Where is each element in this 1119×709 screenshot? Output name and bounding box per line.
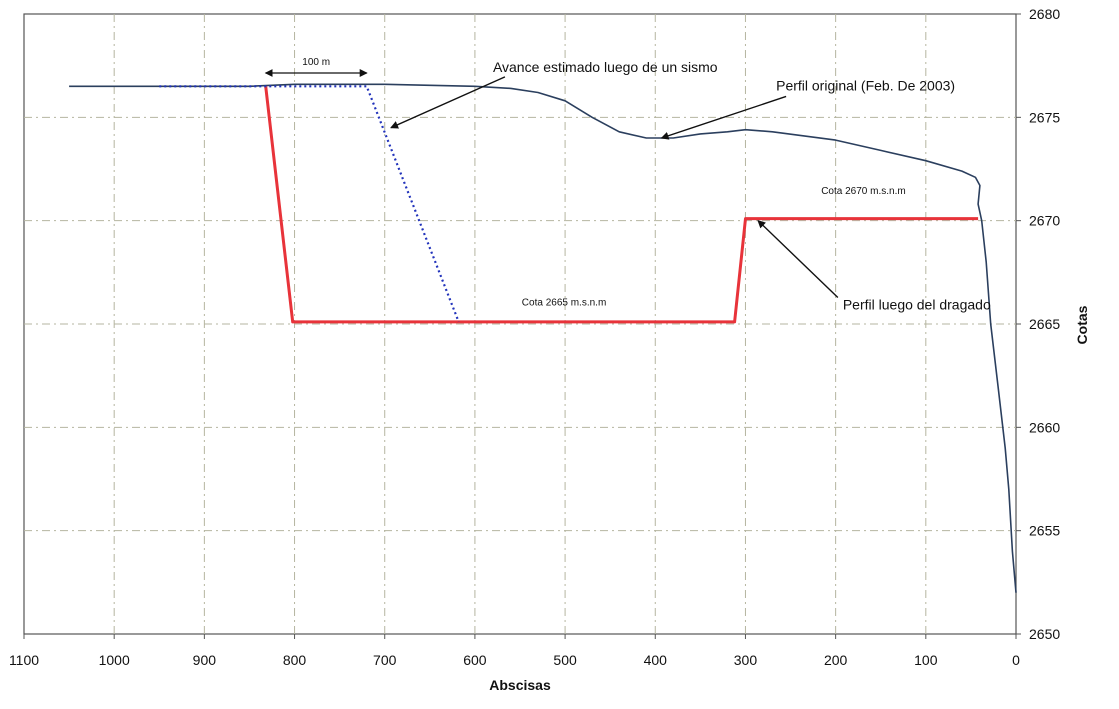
- x-tick-label: 1100: [9, 652, 39, 668]
- x-tick-label: 700: [373, 652, 397, 668]
- series-avance-sismo: [159, 85, 460, 323]
- label-perfil-original: Perfil original (Feb. De 2003): [776, 77, 955, 93]
- x-axis-title: Abscisas: [489, 677, 551, 693]
- y-tick-label: 2680: [1029, 6, 1060, 22]
- x-tick-labels: 1100 1000 900 800 700 600 500 400 300 200 100 0: [9, 652, 1020, 668]
- x-tick-label: 900: [193, 652, 217, 668]
- y-tick-label: 2660: [1029, 419, 1060, 435]
- x-tick-label: 500: [553, 652, 577, 668]
- label-cota-2665: Cota 2665 m.s.n.m: [522, 297, 606, 308]
- label-perfil-dragado: Perfil luego del dragado: [843, 297, 991, 313]
- label-cota-2670: Cota 2670 m.s.n.m: [821, 186, 905, 197]
- label-avance-sismo-arrow: [390, 76, 506, 129]
- annotations-layer: 100 m Avance estimado luego de un sismo Pe…: [264, 57, 991, 313]
- y-tick-label: 2655: [1029, 523, 1060, 539]
- series-perfil-dragado: [264, 86, 979, 324]
- label-perfil-original-arrow: [660, 95, 787, 140]
- x-tick-label: 0: [1012, 652, 1020, 668]
- x-tick-label: 200: [824, 652, 848, 668]
- y-tick-label: 2675: [1029, 109, 1060, 125]
- y-tick-labels: 2650 2655 2660 2665 2670 2675 2680: [1029, 6, 1060, 642]
- series-layer: [69, 83, 1017, 593]
- label-avance-sismo: Avance estimado luego de un sismo: [493, 59, 718, 75]
- y-tick-label: 2650: [1029, 626, 1060, 642]
- series-perfil-original: [69, 83, 1017, 593]
- x-tick-label: 800: [283, 652, 307, 668]
- x-tick-label: 400: [644, 652, 668, 668]
- y-axis-title: Cotas: [1074, 305, 1090, 344]
- dimension-100m-label: 100 m: [302, 57, 330, 68]
- x-tick-label: 1000: [99, 652, 130, 668]
- y-tick-label: 2665: [1029, 316, 1060, 332]
- grid-lines: [23, 13, 1021, 639]
- x-tick-label: 100: [914, 652, 938, 668]
- y-tick-label: 2670: [1029, 213, 1060, 229]
- x-tick-label: 600: [463, 652, 487, 668]
- x-tick-label: 300: [734, 652, 758, 668]
- label-perfil-dragado-arrow: [757, 219, 839, 299]
